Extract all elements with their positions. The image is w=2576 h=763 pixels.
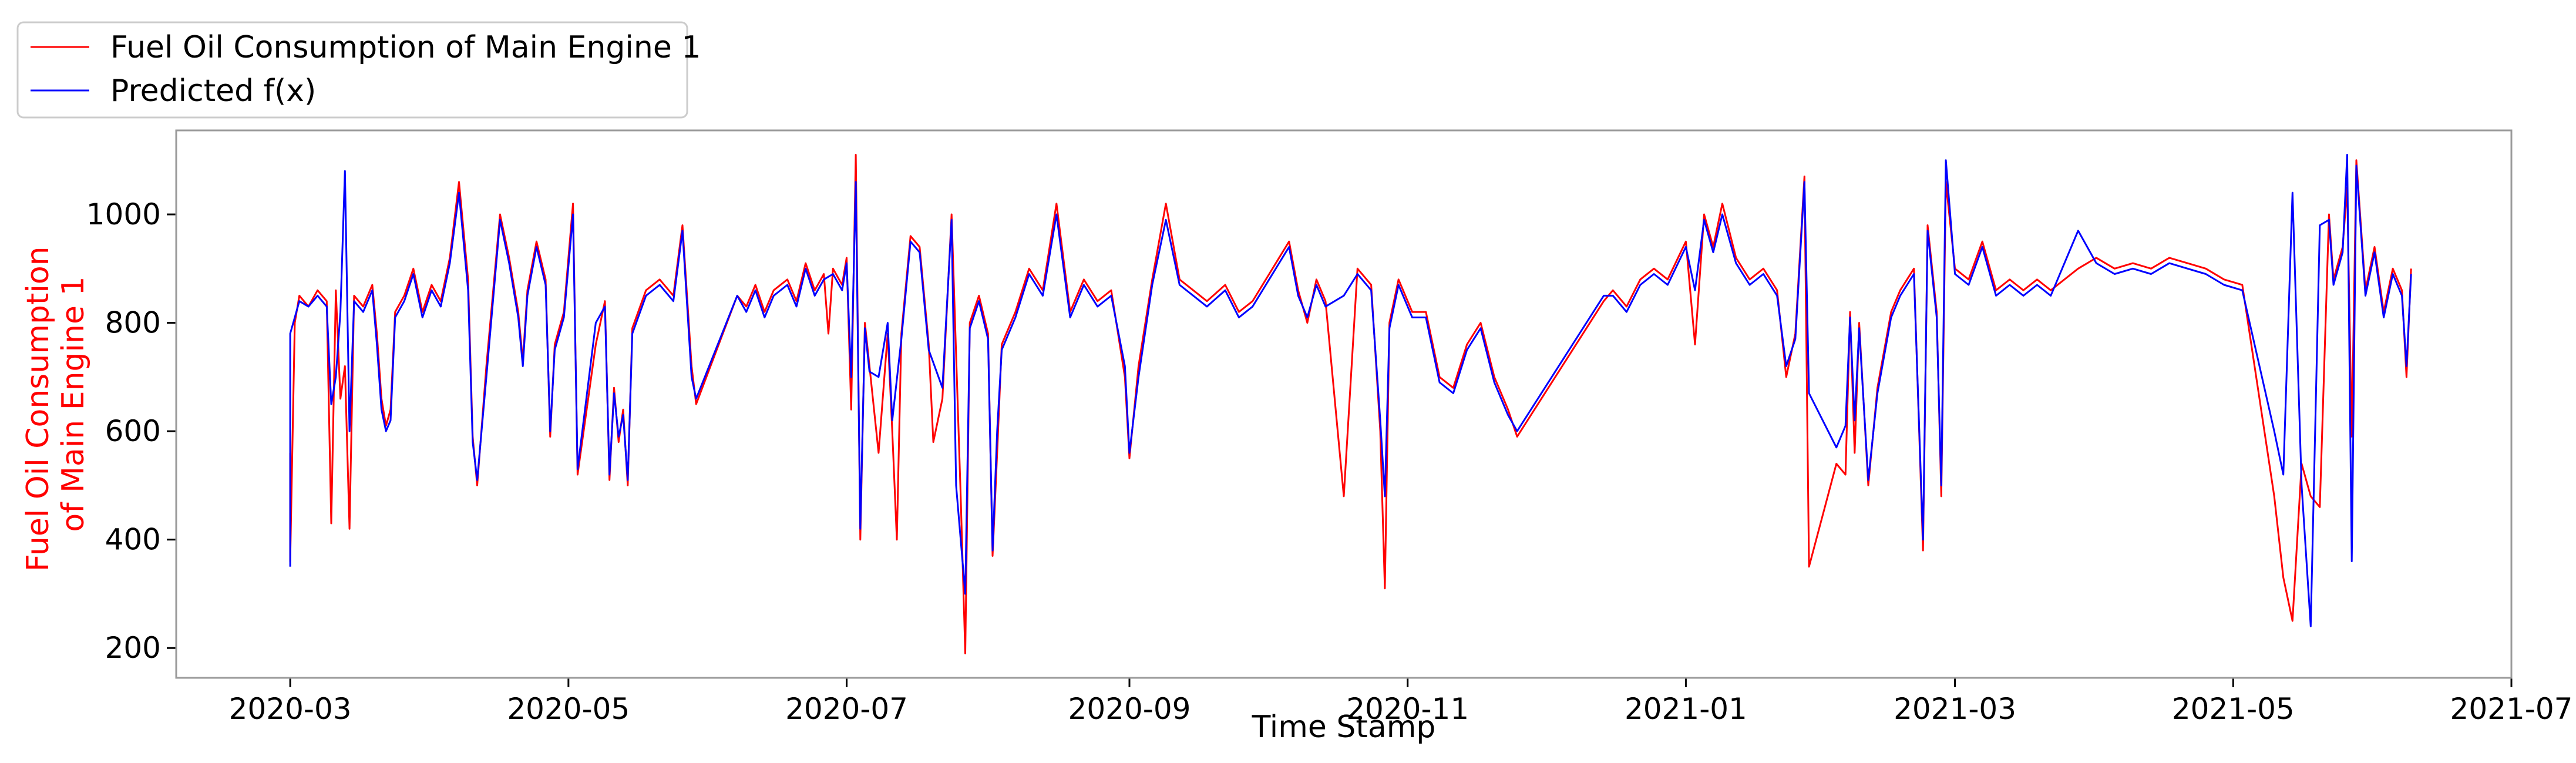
- y-axis-title-line-2: of Main Engine 1: [56, 276, 91, 532]
- x-tick-label: 2021-01: [1625, 692, 1747, 726]
- legend: Fuel Oil Consumption of Main Engine 1 Pr…: [16, 21, 701, 119]
- x-tick-label: 2021-05: [2172, 692, 2295, 726]
- y-tick-label: 600: [105, 414, 161, 448]
- legend-label-predicted: Predicted f(x): [110, 73, 316, 109]
- x-tick-label: 2020-03: [229, 692, 352, 726]
- y-tick-label: 400: [105, 523, 161, 557]
- x-tick-label: 2020-05: [507, 692, 630, 726]
- x-axis-title: Time Stamp: [1252, 710, 1436, 745]
- y-tick-label: 800: [105, 306, 161, 340]
- x-axis-ticks: 2020-03 2020-05 2020-07 2020-09 2020-11 2021-…: [229, 678, 2573, 726]
- y-tick-label: 1000: [86, 197, 161, 231]
- x-tick-label: 2020-09: [1068, 692, 1191, 726]
- legend-box: [16, 21, 688, 119]
- legend-label-fuel-oil: Fuel Oil Consumption of Main Engine 1: [110, 30, 701, 65]
- y-tick-label: 200: [105, 631, 161, 665]
- x-tick-label: 2020-11: [1346, 692, 1469, 726]
- x-tick-label: 2021-07: [2450, 692, 2573, 726]
- x-tick-label: 2020-07: [785, 692, 908, 726]
- series-layer: [289, 154, 2412, 654]
- plot-frame: [175, 129, 2513, 679]
- y-axis-ticks: 200 400 600 800 1000: [86, 197, 176, 665]
- series-line-predicted: [289, 154, 2412, 627]
- x-tick-label: 2021-03: [1894, 692, 2016, 726]
- y-axis-title: Fuel Oil Consumption of Main Engine 1: [21, 237, 91, 572]
- y-axis-title-line-1: Fuel Oil Consumption: [21, 246, 56, 572]
